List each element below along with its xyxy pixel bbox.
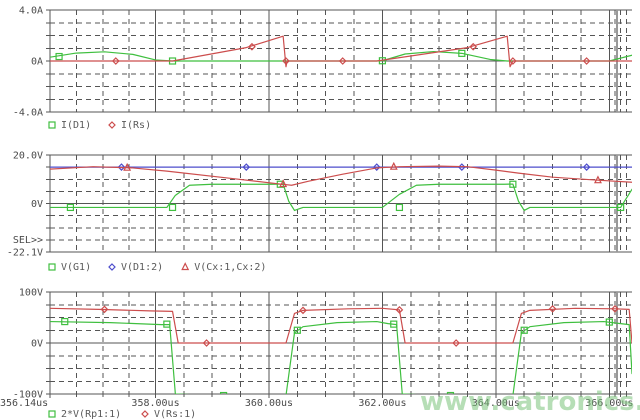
diamond-marker [202,339,211,347]
legend-panel-current: I(D1) I(Rs) [48,120,151,131]
diamond-marker [582,163,591,171]
legend-label: V(G1) [61,262,91,273]
diamond-marker [452,339,461,347]
square-marker [61,317,69,326]
traces-panel-voltage-gate [50,161,632,212]
panel-current-ylabel-top: 4.0A [19,6,43,17]
traces-panel-voltage-sense [50,304,632,394]
legend-item-v-rs-1-[interactable]: V(Rs:1) [141,409,196,420]
diamond-marker [611,304,619,313]
diamond-marker [548,304,557,313]
x-tick-label-0: 356.14us [0,398,48,409]
square-marker [390,320,398,328]
panel-voltage-sense-ylabel-top: 100V [19,288,43,299]
square-marker [168,203,177,212]
legend-item-v-cx-1-cx-2-[interactable]: V(Cx:1,Cx:2) [181,262,266,273]
watermark: www.catronics.com [420,387,640,417]
square-marker [617,203,625,212]
legend-panel-voltage-gate: V(G1) V(D1:2) V(Cx:1,Cx:2) [48,262,266,273]
diamond-marker [372,163,381,171]
legend-item-2-v-rp1-1-[interactable]: 2*V(Rp1:1) [48,409,121,420]
x-tick-label-3: 362.00us [358,398,406,409]
square-marker [509,180,517,188]
x-tick-label-4: 364.00us [472,398,520,409]
x-tick-label-2: 360.00us [245,398,293,409]
diamond-marker [242,163,251,171]
diamond-marker [282,57,290,65]
square-icon [48,121,56,129]
legend-label: I(D1) [61,120,91,131]
diamond-marker [248,42,256,51]
panel-voltage-gate-ylabel-bottom: -22.1V [7,248,43,259]
square-marker [163,320,171,328]
panel-grid-panel-voltage-sense [46,291,632,395]
diamond-marker [111,57,120,65]
legend-label: V(Cx:1,Cx:2) [194,262,266,273]
triangle-icon [181,262,190,271]
sel-marker[interactable]: SEL>> [13,235,43,246]
trace-v-rs-1- [50,304,632,347]
panel-voltage-gate-ylabel-top: 20.0V [13,151,43,162]
trace-2-v-rp1-1- [50,317,632,394]
panel-current-ylabel-mid: 0A [31,57,43,68]
square-marker [66,203,75,212]
triangle-marker [123,162,132,171]
panel-current-ylabel-bottom: -4.0A [13,108,43,119]
square-marker [293,326,301,334]
x-tick-label-1: 358.00us [131,398,179,409]
diamond-icon [141,410,149,418]
trace-i-rs- [50,35,632,68]
square-marker [458,49,466,57]
trace-v-cx-1-cx-2- [50,161,632,188]
square-marker [55,52,63,61]
square-icon [48,263,56,271]
legend-label: 2*V(Rp1:1) [61,409,121,420]
square-marker [520,326,528,334]
panel-voltage-gate-ylabel-mid: 0V [31,199,43,210]
square-marker [395,203,404,212]
diamond-marker [117,163,126,171]
square-marker [446,391,455,394]
triangle-marker [279,179,288,188]
legend-label: V(Rs:1) [154,409,196,420]
legend-panel-voltage-sense: 2*V(Rp1:1) V(Rs:1) [48,409,196,420]
panel-grid-panel-voltage-gate [46,154,632,253]
square-icon [48,410,56,418]
triangle-marker [593,175,602,184]
x-tick-label-5: 366.00us [585,398,633,409]
diamond-marker [338,57,347,65]
square-marker [605,318,613,326]
panel-voltage-sense-ylabel-mid: 0V [31,339,43,350]
diamond-marker [299,306,307,315]
panel-voltage-sense-ylabel-bottom: -100V [13,390,43,401]
x-axis-ticks: 356.14us 358.00us 360.00us 362.00us 364.00us… [0,394,633,409]
legend-label: I(Rs) [121,120,151,131]
legend-item-i-rs-[interactable]: I(Rs) [108,120,151,131]
diamond-marker [509,57,517,65]
legend-item-i-d1-[interactable]: I(D1) [48,120,91,131]
traces-panel-current [50,35,632,68]
diamond-icon [108,121,116,129]
triangle-marker [389,161,398,170]
plot-grid [46,9,632,395]
diamond-marker [100,305,109,314]
diamond-marker [582,57,591,65]
diamond-marker [395,306,404,314]
square-marker [219,391,228,394]
trace-v-g1- [50,180,632,212]
watermark-text: www.catronics.com [420,387,640,417]
legend-item-v-g1-[interactable]: V(G1) [48,262,91,273]
diamond-icon [108,263,116,271]
axis-labels: 4.0A 0A -4.0A 20.0V 0V -22.1V SEL>> 100V 0V -100V [7,6,43,401]
legend-item-v-d1-2-[interactable]: V(D1:2) [108,262,163,273]
diamond-marker [469,42,478,51]
trace-v-d1-2- [50,163,632,171]
legend-label: V(D1:2) [121,262,163,273]
